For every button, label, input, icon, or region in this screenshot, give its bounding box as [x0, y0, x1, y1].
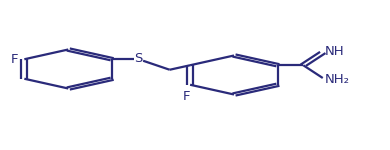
Text: F: F	[183, 90, 190, 103]
Text: S: S	[134, 52, 143, 65]
Text: F: F	[11, 53, 18, 66]
Text: NH: NH	[325, 45, 344, 57]
Text: NH₂: NH₂	[325, 73, 350, 86]
